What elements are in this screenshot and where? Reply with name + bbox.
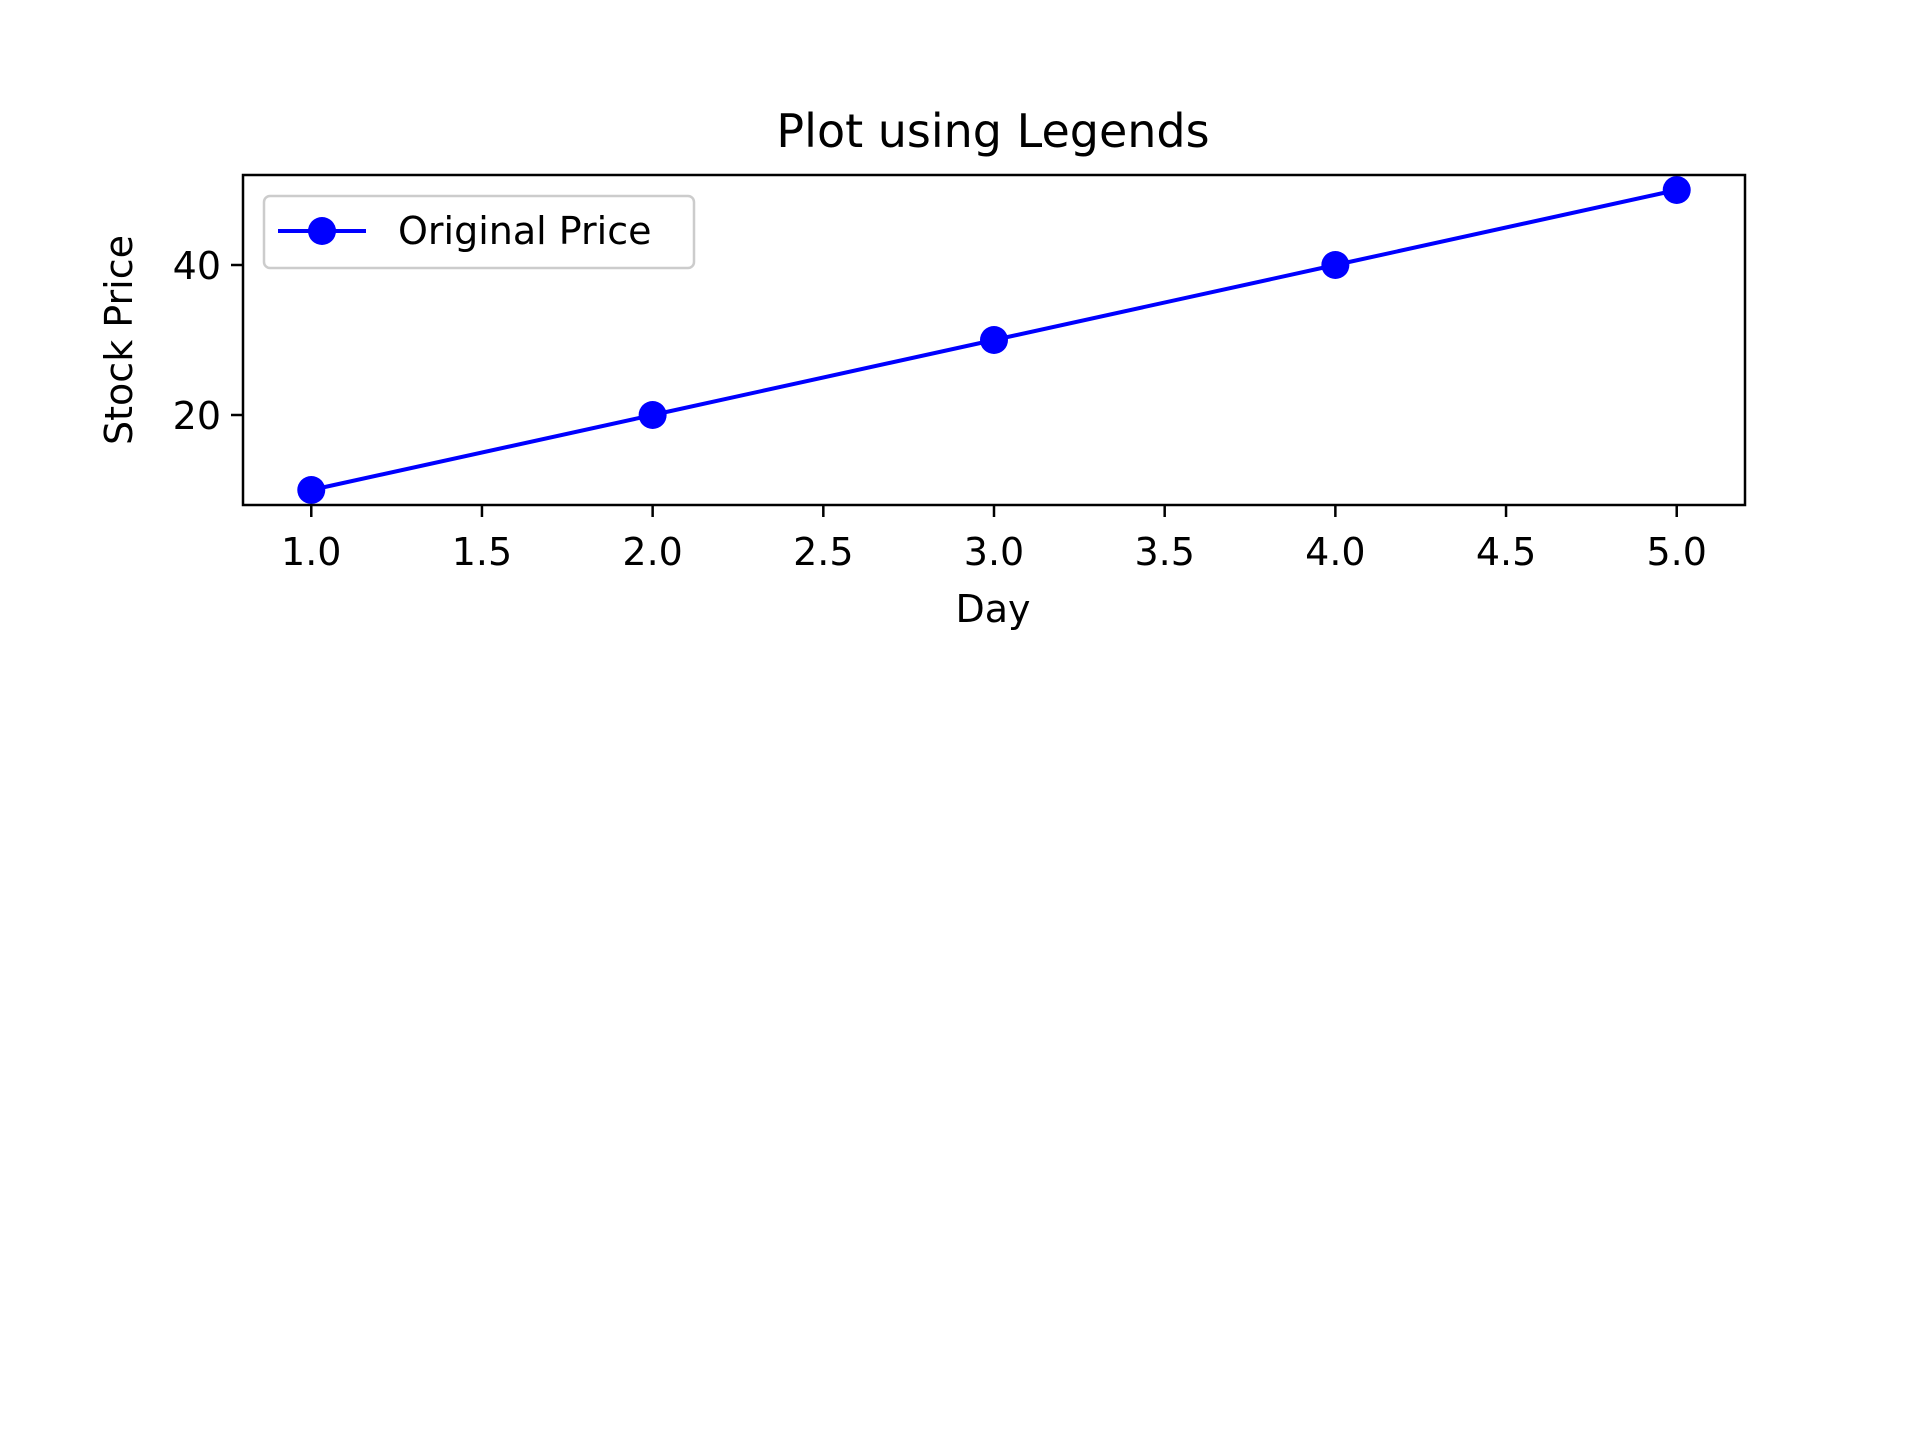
legend-box	[262, 194, 696, 270]
data-point	[1321, 251, 1350, 279]
data-point	[1662, 176, 1691, 204]
x-axis-ticks: 1.0 1.5 2.0 2.5 3.0 3.5 4.0 4.5 5.0	[281, 505, 1707, 574]
y-tick-label: 20	[173, 394, 221, 438]
y-tick-label: 40	[173, 244, 221, 288]
x-tick-label: 2.5	[793, 530, 853, 574]
x-tick-label: 4.0	[1305, 530, 1365, 574]
x-tick-label: 3.0	[964, 530, 1024, 574]
legend: Original Price	[262, 194, 696, 270]
data-point	[297, 476, 326, 504]
legend-label: Original Price	[398, 209, 651, 253]
x-axis-label: Day	[955, 587, 1030, 631]
plot-frame	[241, 173, 1747, 507]
x-tick-label: 1.5	[452, 530, 512, 574]
x-tick-label: 2.0	[622, 530, 682, 574]
data-point	[638, 401, 667, 429]
chart-title: Plot using Legends	[776, 104, 1209, 158]
data-point	[980, 326, 1008, 354]
y-axis-label: Stock Price	[97, 235, 141, 445]
x-tick-label: 3.5	[1134, 530, 1194, 574]
plot-points	[297, 176, 1691, 504]
x-tick-label: 1.0	[281, 530, 341, 574]
legend-marker-sample	[308, 217, 336, 245]
x-tick-label: 5.0	[1647, 530, 1707, 574]
x-tick-label: 4.5	[1476, 530, 1536, 574]
